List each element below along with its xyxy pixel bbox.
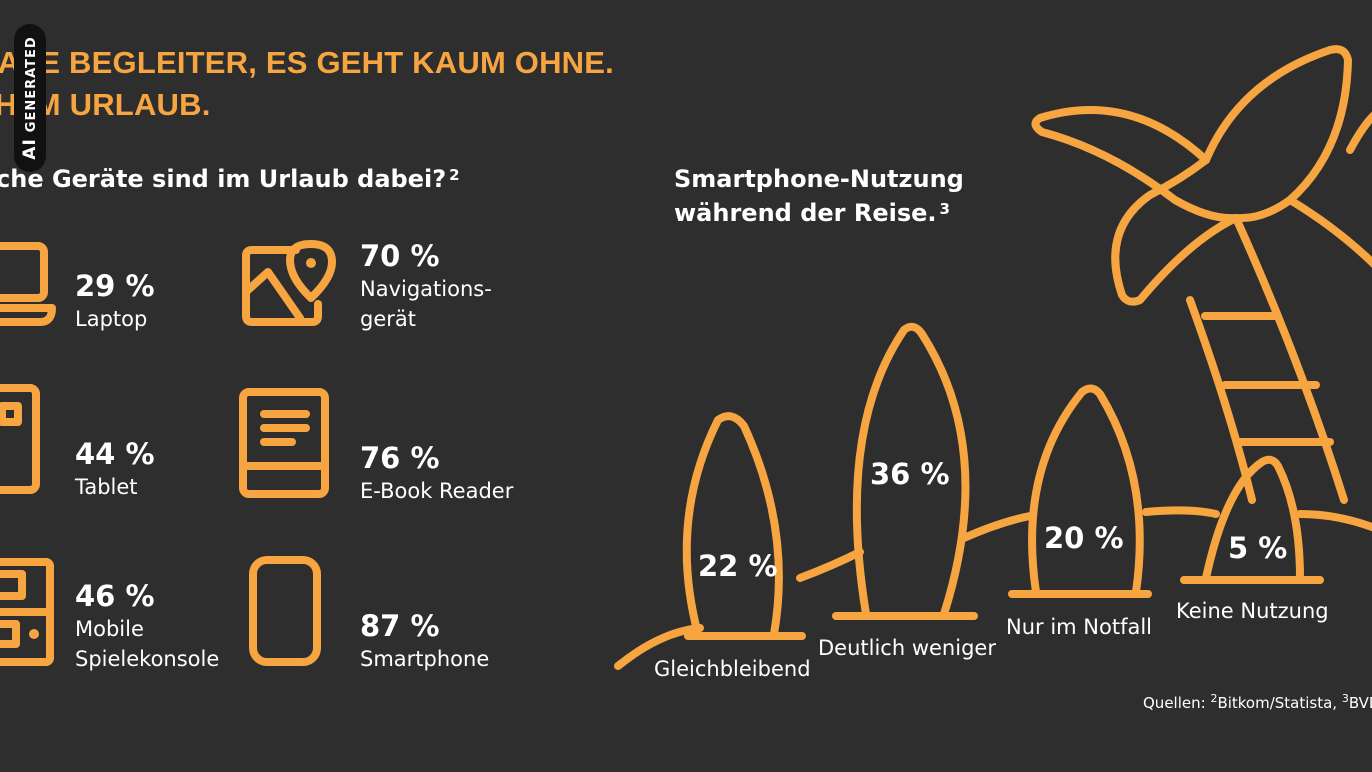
usage-title: Smartphone-Nutzung während der Reise. 3 (674, 165, 964, 227)
stat-laptop-label: Laptop (75, 307, 148, 331)
surfboard-deutlich-weniger (832, 322, 978, 620)
ebook-icon (239, 388, 329, 498)
ground-line (614, 624, 704, 670)
stat-tablet-label: Tablet (75, 475, 138, 499)
stat-ebook-label: E-Book Reader (360, 479, 514, 503)
smartphone-icon (249, 556, 321, 666)
stat-smartphone-pct: 87 % (360, 609, 440, 643)
board-label-keine-nutzung: Keine Nutzung (1176, 599, 1329, 623)
map-pin-icon (242, 240, 336, 326)
board-value-keine-nutzung: 5 % (1228, 531, 1288, 565)
devices-title: che Geräte sind im Urlaub dabei? 2 (0, 165, 460, 193)
laptop-icon (0, 242, 56, 326)
board-value-deutlich-weniger: 36 % (870, 457, 950, 491)
ai-generated-badge (14, 24, 46, 172)
board-value-nur-im-notfall: 20 % (1044, 521, 1124, 555)
surfboard-gleichbleibend (682, 412, 806, 640)
stat-console-label: Mobile Spielekonsole (75, 617, 220, 671)
stat-navi-label: Navigations- gerät (360, 277, 492, 331)
stat-ebook-pct: 76 % (360, 441, 440, 475)
surfboard-keine-nutzung (1180, 455, 1324, 584)
stat-tablet-pct: 44 % (75, 437, 155, 471)
gameconsole-icon (0, 558, 54, 666)
board-value-gleichbleibend: 22 % (698, 549, 778, 583)
surfboard-nur-im-notfall (1008, 384, 1152, 598)
board-label-gleichbleibend: Gleichbleibend (654, 657, 811, 681)
stat-laptop-pct: 29 % (75, 269, 155, 303)
stat-navi-pct: 70 % (360, 239, 440, 273)
headline-line-1: ITALE BEGLEITER, ES GEHT KAUM OHNE. (0, 45, 614, 80)
stat-console-pct: 46 % (75, 579, 155, 613)
source-note: Quellen: 2Bitkom/Statista, 3BVD (1143, 692, 1372, 712)
board-label-nur-im-notfall: Nur im Notfall (1006, 615, 1153, 639)
palm-tree (1031, 45, 1372, 504)
headline: ITALE BEGLEITER, ES GEHT KAUM OHNE. CH I… (0, 42, 614, 126)
tablet-icon (0, 384, 40, 494)
stat-smartphone-label: Smartphone (360, 647, 490, 671)
board-label-deutlich-weniger: Deutlich weniger (818, 636, 996, 660)
